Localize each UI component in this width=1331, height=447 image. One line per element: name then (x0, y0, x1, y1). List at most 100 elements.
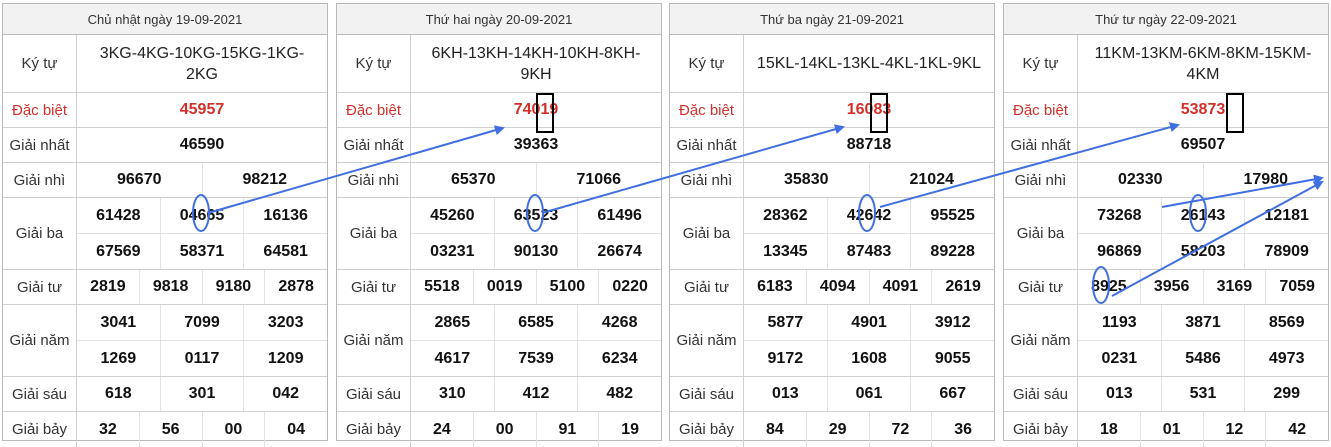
row-giai-ba: Giải ba 45260 63523 61496 03231 90130 26674 (337, 198, 661, 270)
giai-tu-number: 2819 (90, 278, 126, 295)
giai-nam-number: 6585 (493, 305, 578, 340)
giai-ba-number: 63523 (493, 198, 578, 233)
giai-tu-number: 2878 (264, 270, 327, 304)
row-giai-nhat: Giải nhất 69507 (1004, 128, 1328, 163)
giai-ba-number: 16136 (243, 198, 327, 233)
giai-ba-number: 26143 (1160, 198, 1245, 233)
giai-bay-number: 19 (598, 412, 661, 447)
row-giai-sau: Giải sáu 013 531 299 (1004, 377, 1328, 412)
row-giai-ba: Giải ba 73268 26143 12181 96869 58203 78909 (1004, 198, 1328, 270)
row-dac-biet: Đặc biệt 53873 (1004, 93, 1328, 128)
giai-ba-number: 73268 (1097, 206, 1142, 224)
giai-sau-number: 667 (910, 377, 994, 411)
giai-sau-number: 042 (243, 377, 327, 411)
prize-label: Đặc biệt (337, 93, 411, 127)
giai-tu-number: 9818 (138, 270, 202, 304)
giai-tu-number: 7059 (1265, 270, 1328, 304)
prize-label: Giải nhì (3, 163, 77, 197)
dac-biet-number: 16083 (846, 101, 892, 118)
prize-label: Ký tự (337, 35, 411, 92)
prize-label: Giải nhất (3, 128, 77, 162)
board-date-header: Thứ ba ngày 21-09-2021 (670, 4, 994, 35)
row-giai-ba: Giải ba 28362 42642 95525 13345 87483 89228 (670, 198, 994, 270)
giai-tu-number: 5100 (535, 270, 599, 304)
giai-sau-number: 301 (159, 377, 244, 411)
row-dac-biet: Đặc biệt 45957 (3, 93, 327, 128)
giai-nam-number: 1193 (1101, 313, 1137, 331)
row-giai-tu: Giải tư 8925 3956 3169 7059 (1004, 270, 1328, 305)
row-ky-tu: Ký tự 6KH-13KH-14KH-10KH-8KH-9KH (337, 35, 661, 93)
prize-label: Giải ba (1004, 198, 1078, 269)
prize-label: Giải tư (3, 270, 77, 304)
prize-label: Giải năm (3, 305, 77, 376)
giai-ba-number: 12181 (1244, 198, 1328, 233)
row-ky-tu: Ký tự 15KL-14KL-13KL-4KL-1KL-9KL (670, 35, 994, 93)
row-giai-nhi: Giải nhì 35830 21024 (670, 163, 994, 198)
giai-ba-number: 42642 (826, 198, 911, 233)
giai-ba-number: 61496 (577, 198, 661, 233)
giai-sau-number: 013 (1105, 385, 1133, 402)
giai-nhat-number: 88718 (846, 136, 892, 153)
row-giai-nhat: Giải nhất 46590 (3, 128, 327, 163)
row-giai-nhat: Giải nhất 39363 (337, 128, 661, 163)
giai-bay-number: 56 (138, 412, 202, 447)
prize-label: Giải bảy (3, 412, 77, 447)
giai-tu-number: 3169 (1202, 270, 1266, 304)
giai-sau-number: 618 (104, 385, 132, 402)
giai-ba-number: 13345 (763, 242, 808, 260)
giai-tu-number: 3956 (1139, 270, 1203, 304)
row-giai-bay: Giải bảy 32 56 00 04 (3, 412, 327, 447)
giai-tu-number: 9180 (201, 270, 265, 304)
giai-sau-number: 412 (493, 377, 578, 411)
prize-label: Giải sáu (3, 377, 77, 411)
row-giai-nam: Giải năm 2865 6585 4268 4617 7539 6234 (337, 305, 661, 377)
row-dac-biet: Đặc biệt 74019 (337, 93, 661, 128)
giai-nam-number: 5486 (1160, 341, 1245, 376)
giai-nhi-number: 65370 (451, 171, 496, 188)
prize-label: Giải tư (337, 270, 411, 304)
prize-label: Giải nhì (337, 163, 411, 197)
row-giai-nhi: Giải nhì 96670 98212 (3, 163, 327, 198)
giai-bay-number: 18 (1099, 420, 1118, 438)
giai-nam-number: 3041 (100, 313, 137, 331)
row-ky-tu: Ký tự 3KG-4KG-10KG-15KG-1KG-2KG (3, 35, 327, 93)
row-giai-tu: Giải tư 6183 4094 4091 2619 (670, 270, 994, 305)
ticket-codes: 6KH-13KH-14KH-10KH-8KH-9KH (431, 44, 641, 83)
row-giai-tu: Giải tư 5518 0019 5100 0220 (337, 270, 661, 305)
giai-nhat-number: 69507 (1180, 136, 1226, 153)
results-board-2: Thứ hai ngày 20-09-2021 Ký tự 6KH-13KH-14K… (336, 3, 662, 447)
giai-nam-number: 9055 (910, 341, 994, 376)
giai-tu-number: 4094 (805, 270, 869, 304)
prize-label: Giải năm (1004, 305, 1078, 376)
prize-label: Đặc biệt (3, 93, 77, 127)
giai-bay-number: 24 (432, 420, 451, 438)
row-giai-nhi: Giải nhì 65370 71066 (337, 163, 661, 198)
board-date-header: Thứ hai ngày 20-09-2021 (337, 4, 661, 35)
giai-tu-number: 0220 (598, 270, 661, 304)
results-board-3: Thứ ba ngày 21-09-2021 Ký tự 15KL-14KL-13K… (669, 3, 995, 447)
giai-sau-number: 013 (771, 385, 799, 402)
prize-label: Giải ba (3, 198, 77, 269)
giai-bay-number: 12 (1202, 412, 1266, 447)
giai-ba-number: 67569 (96, 242, 141, 260)
prize-label: Giải nhất (670, 128, 744, 162)
prize-label: Giải năm (670, 305, 744, 376)
ticket-codes: 11KM-13KM-6KM-8KM-15KM-4KM (1094, 44, 1312, 83)
giai-sau-number: 482 (577, 377, 661, 411)
row-giai-sau: Giải sáu 618 301 042 (3, 377, 327, 412)
prize-label: Giải năm (337, 305, 411, 376)
giai-nam-number: 7099 (159, 305, 244, 340)
giai-bay-number: 29 (805, 412, 869, 447)
dac-biet-number: 53873 (1180, 101, 1226, 118)
giai-nam-number: 3203 (243, 305, 327, 340)
giai-sau-number: 061 (826, 377, 911, 411)
giai-tu-number: 5518 (424, 278, 460, 295)
row-giai-nhi: Giải nhì 02330 17980 (1004, 163, 1328, 198)
giai-bay-number: 00 (201, 412, 265, 447)
giai-tu-number: 0019 (472, 270, 536, 304)
giai-tu-number: 6183 (757, 278, 793, 295)
giai-nhi-number: 35830 (784, 171, 829, 188)
giai-nhi-number: 02330 (1118, 171, 1163, 188)
giai-bay-number: 01 (1139, 412, 1203, 447)
dac-biet-number: 74019 (513, 101, 559, 118)
